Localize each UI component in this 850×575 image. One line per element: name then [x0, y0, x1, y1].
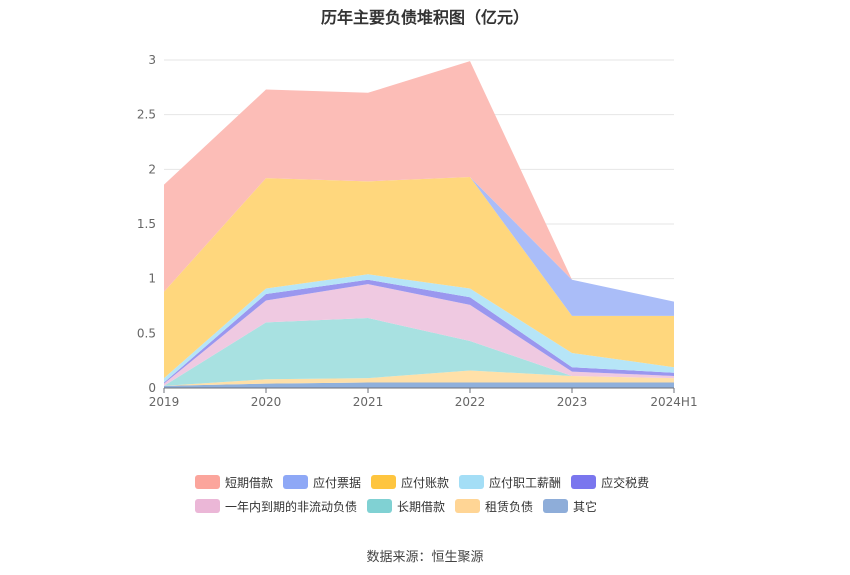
area-一年内到期的非流动负债 [164, 284, 674, 386]
legend-label: 长期借款 [397, 499, 446, 514]
x-tick-label: 2023 [557, 395, 588, 409]
legend-row: 短期借款 应付票据 应付账款 应付职工薪酬 应交税费 [195, 470, 695, 494]
legend-swatch [283, 475, 309, 489]
legend-swatch [367, 499, 393, 513]
legend-label: 一年内到期的非流动负债 [225, 499, 358, 514]
area-租赁负债 [164, 370, 674, 386]
y-tick-label: 1.5 [137, 217, 156, 231]
legend-swatch [195, 475, 220, 489]
y-tick-label: 1 [148, 272, 156, 286]
legend-swatch [195, 499, 220, 513]
legend-swatch [371, 475, 397, 489]
legend-label: 应交税费 [601, 475, 650, 490]
x-tick-label: 2022 [455, 395, 486, 409]
area-短期借款 [164, 61, 674, 302]
legend-item[interactable]: 应付职工薪酬 [459, 474, 561, 491]
legend: 短期借款 应付票据 应付账款 应付职工薪酬 应交税费一年内到期的非流动负债 长期借款 租赁负… [195, 470, 695, 518]
legend-item[interactable]: 应付账款 [371, 474, 449, 491]
legend-row: 一年内到期的非流动负债 长期借款 租赁负债 其它 [195, 494, 695, 518]
area-应付账款 [164, 176, 674, 379]
legend-item[interactable]: 应交税费 [571, 474, 649, 491]
y-tick-label: 2 [148, 162, 156, 176]
chart-title: 历年主要负债堆积图（亿元） [320, 8, 529, 27]
area-其它 [164, 382, 674, 388]
area-应付票据 [164, 176, 674, 316]
legend-label: 短期借款 [225, 475, 274, 490]
legend-item[interactable]: 应付票据 [283, 474, 361, 491]
legend-item[interactable]: 短期借款 [195, 474, 273, 491]
legend-item[interactable]: 长期借款 [367, 498, 445, 515]
y-tick-label: 0 [148, 381, 156, 395]
area-长期借款 [164, 318, 674, 386]
y-tick-label: 2.5 [137, 108, 156, 122]
area-series [164, 61, 674, 388]
x-tick-label: 2021 [353, 395, 384, 409]
x-tick-label: 2019 [149, 395, 180, 409]
axes: 0 0.5 1 1.5 2 2.5 3 2019 2020 2021 2022 2023 2024H1 [137, 53, 698, 409]
legend-label: 应付账款 [401, 475, 450, 490]
legend-label: 应付票据 [313, 475, 362, 490]
data-source: 数据来源：恒生聚源 [366, 550, 484, 565]
x-tick-label: 2024H1 [650, 395, 697, 409]
legend-label: 应付职工薪酬 [489, 475, 562, 490]
y-tick-label: 3 [148, 53, 156, 67]
y-tick-label: 0.5 [137, 326, 156, 340]
x-tick-label: 2020 [251, 395, 282, 409]
legend-item[interactable]: 一年内到期的非流动负债 [195, 498, 357, 515]
legend-item[interactable]: 租赁负债 [455, 498, 533, 515]
legend-swatch [543, 499, 569, 513]
legend-swatch [459, 475, 485, 489]
legend-swatch [571, 475, 597, 489]
area-应交税费 [164, 279, 674, 384]
legend-label: 租赁负债 [485, 499, 534, 514]
legend-label: 其它 [573, 499, 598, 514]
legend-item[interactable]: 其它 [543, 498, 597, 515]
legend-swatch [455, 499, 481, 513]
